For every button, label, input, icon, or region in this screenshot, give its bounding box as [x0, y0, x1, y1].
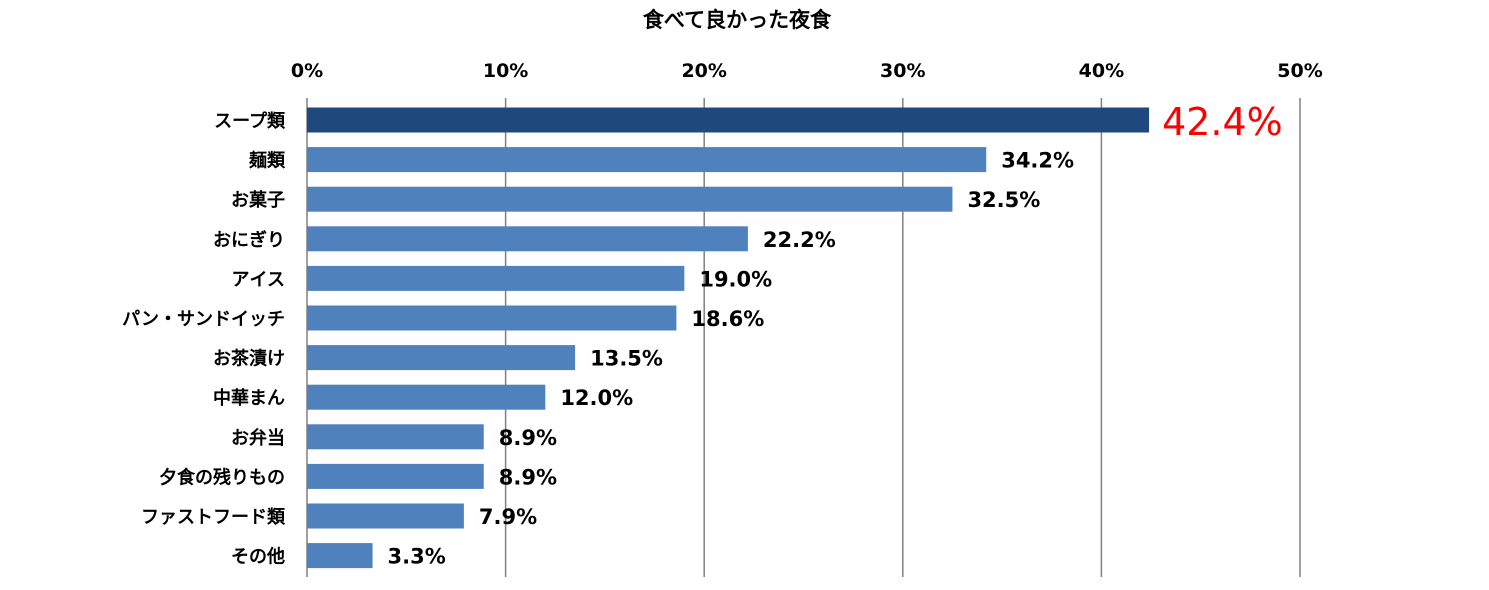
x-tick-label: 50%	[1277, 60, 1322, 82]
category-label: 麺類	[248, 150, 286, 172]
category-label: 中華まん	[213, 387, 285, 409]
category-label: お茶漬け	[213, 348, 285, 370]
x-axis-ticks: 0% 10% 20% 30% 40% 50%	[291, 60, 1323, 82]
x-tick-label: 20%	[681, 60, 726, 82]
category-label: スープ類	[214, 110, 286, 132]
x-tick-label: 30%	[880, 60, 925, 82]
value-label: 7.9%	[479, 505, 537, 529]
bar	[307, 345, 576, 371]
bar	[307, 265, 685, 291]
bar	[307, 186, 953, 212]
value-labels: 42.4% 34.2% 32.5% 22.2% 19.0% 18.6% 13.5% 12.0%…	[388, 100, 1283, 569]
x-tick-label: 10%	[483, 60, 528, 82]
value-label: 8.9%	[499, 426, 557, 450]
category-label: お菓子	[231, 189, 285, 211]
value-label: 19.0%	[699, 267, 772, 291]
value-label: 18.6%	[691, 307, 764, 331]
value-label: 22.2%	[763, 228, 836, 252]
category-label: お弁当	[231, 427, 285, 449]
value-label: 12.0%	[560, 386, 633, 410]
value-label: 34.2%	[1001, 149, 1074, 173]
bar	[307, 543, 373, 569]
value-label-highlight: 42.4%	[1162, 100, 1283, 144]
chart-title: 食べて良かった夜食	[643, 8, 832, 32]
bar	[307, 463, 484, 489]
x-tick-label: 0%	[291, 60, 323, 82]
bar	[307, 305, 677, 331]
bar	[307, 107, 1150, 133]
gridlines	[306, 98, 1301, 577]
x-tick-label: 40%	[1079, 60, 1124, 82]
value-label: 3.3%	[388, 545, 446, 569]
category-labels: スープ類麺類お菓子おにぎりアイスパン・サンドイッチお茶漬け中華まんお弁当夕食の残…	[122, 110, 286, 568]
bar	[307, 384, 546, 410]
category-label: パン・サンドイッチ	[122, 309, 285, 330]
category-label: 夕食の残りもの	[159, 466, 285, 488]
bar	[307, 147, 987, 173]
category-label: その他	[231, 546, 285, 568]
bar	[307, 226, 748, 252]
category-label: アイス	[232, 269, 285, 290]
bar	[307, 424, 484, 450]
bar	[307, 503, 464, 529]
category-label: おにぎり	[213, 229, 285, 251]
bars	[307, 107, 1150, 569]
category-label: ファストフード類	[141, 507, 286, 528]
value-label: 32.5%	[967, 188, 1040, 212]
value-label: 8.9%	[499, 465, 557, 489]
value-label: 13.5%	[590, 347, 663, 371]
